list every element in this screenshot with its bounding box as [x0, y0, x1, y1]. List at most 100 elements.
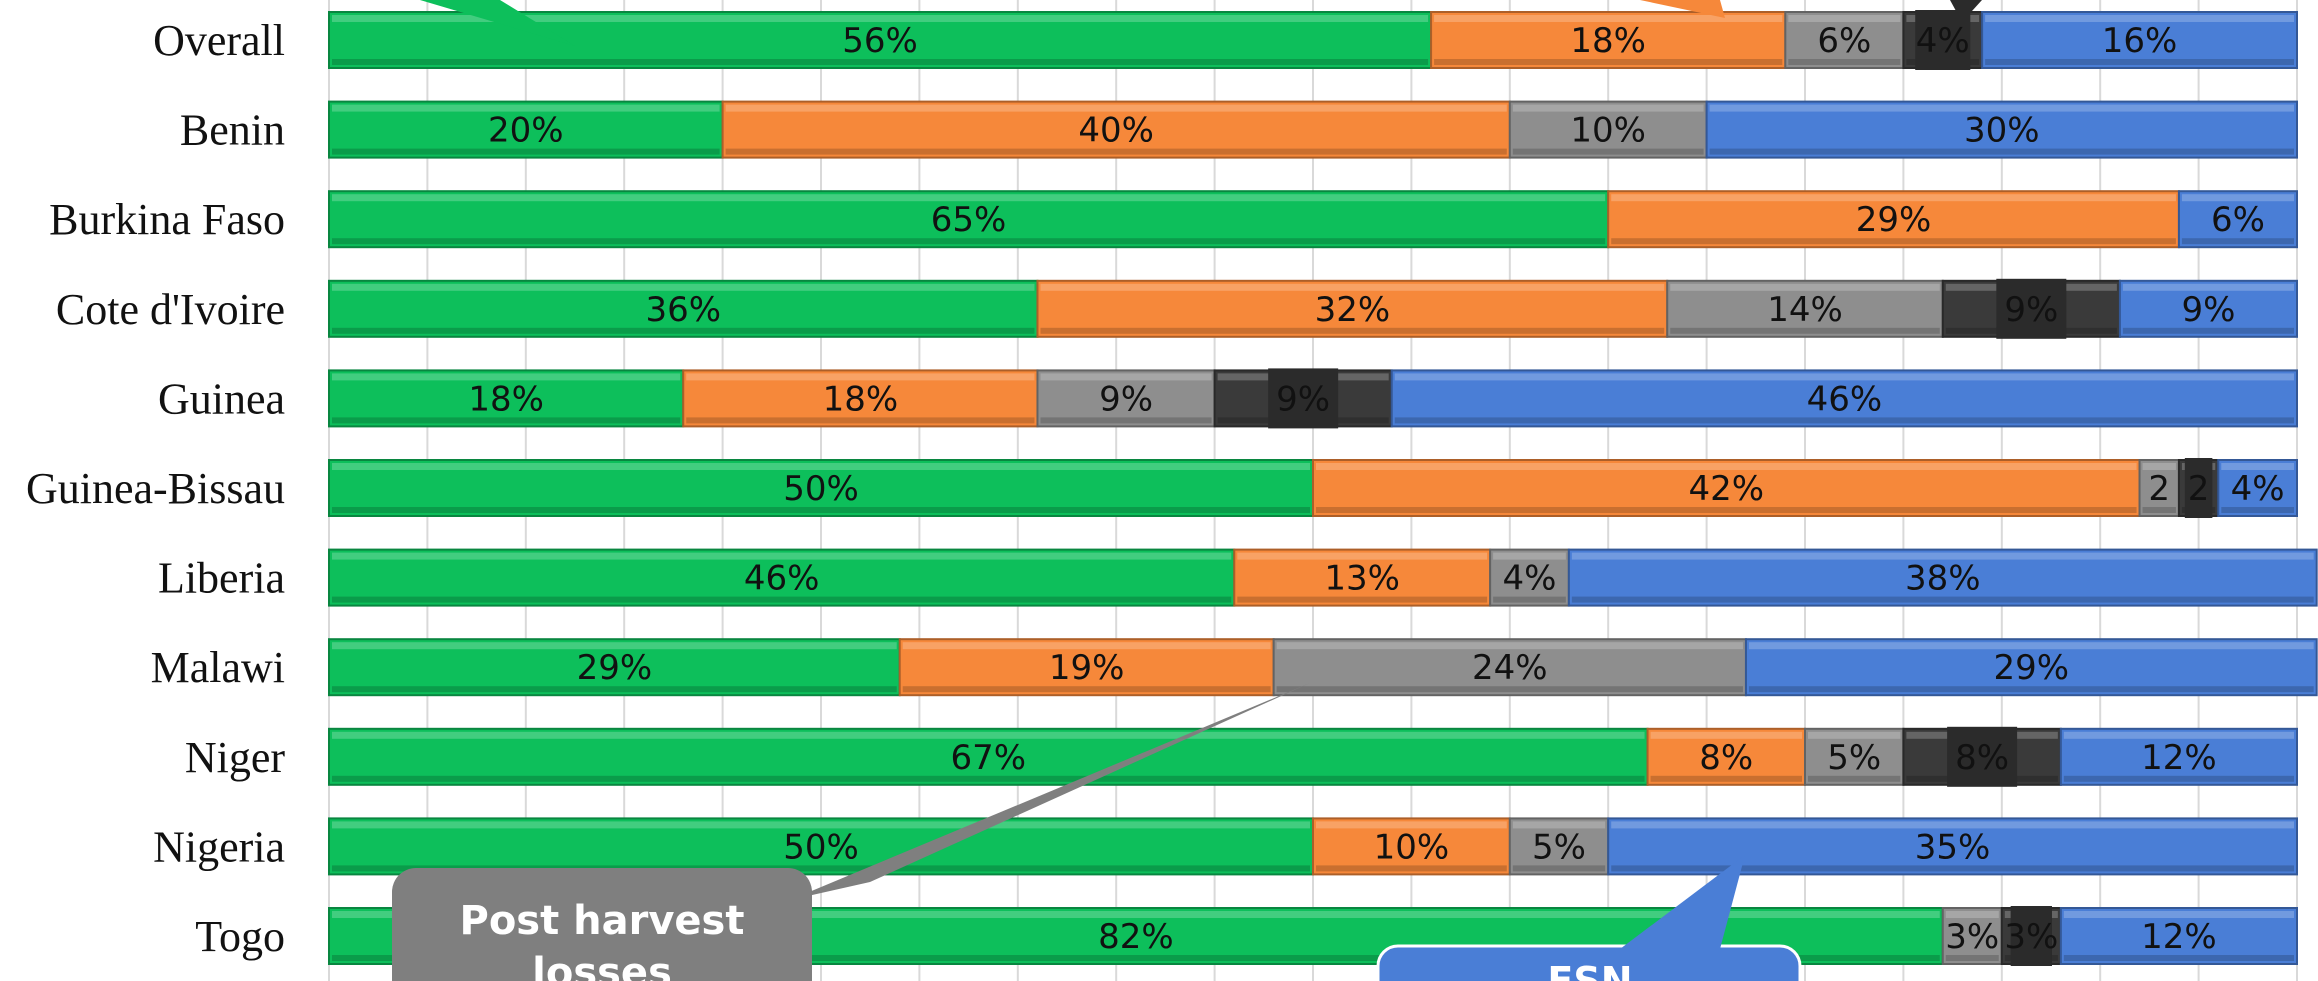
category-label: Guinea: [158, 374, 285, 423]
data-label: 12%: [2141, 917, 2217, 957]
bar-segment: 5%: [1508, 817, 1610, 876]
bar-segment: 42%: [1312, 459, 2141, 517]
bar-segment: 6%: [2177, 190, 2298, 249]
bar-segment-shadow: [2221, 507, 2294, 513]
bar-segment-shadow: [332, 59, 1429, 65]
category-label: Liberia: [158, 554, 285, 603]
data-label: 3%: [1945, 917, 1999, 957]
bar-segment-highlight: [2181, 194, 2294, 202]
bar-segment-highlight: [1276, 642, 1743, 650]
bar-segment-highlight: [1316, 821, 1507, 829]
bar-segment-shadow: [1670, 327, 1940, 334]
data-label: 9%: [1276, 379, 1330, 419]
bar-row: 67% 8% 5% 8% 12%: [328, 726, 2299, 787]
bar-segment-fill: [328, 459, 1314, 517]
bar-segment: 36%: [328, 279, 1039, 338]
bar-segment: 24%: [1272, 638, 1747, 697]
callouts: Post harvest losses FSN: [392, 0, 1982, 981]
bar-segment-highlight: [1316, 463, 2137, 470]
data-label: 3%: [2004, 917, 2058, 957]
callout-text: FSN: [1547, 959, 1632, 981]
bar-segment-highlight: [1788, 15, 1901, 22]
bar-segment: 20%: [328, 100, 724, 159]
bar-segment-highlight: [332, 463, 1310, 470]
bar-segment: 4%: [1902, 10, 1984, 70]
bar-segment-fill: [1981, 11, 2298, 69]
data-label: 13%: [1324, 559, 1400, 599]
bar-segment-highlight: [1670, 283, 1940, 291]
bar-segment-shadow: [2181, 238, 2294, 245]
bar-segment-shadow: [1512, 865, 1606, 872]
data-label: 16%: [2102, 21, 2178, 61]
bar-segment: 12%: [2059, 727, 2299, 786]
category-label: Guinea-Bissau: [26, 464, 285, 513]
bar-segment: 35%: [1607, 817, 2298, 876]
data-label: 4%: [1916, 21, 1970, 61]
bar-segment-highlight: [1709, 104, 2294, 112]
bar-segment: 32%: [1036, 279, 1669, 338]
data-label: 12%: [2141, 738, 2217, 778]
bar-segment: 65%: [328, 190, 1610, 249]
bar-segment-highlight: [1434, 15, 1783, 22]
bar-row: 18% 18% 9% 9% 46%: [328, 368, 2298, 429]
callout-pointer-green: [420, 0, 575, 46]
bar-segment-highlight: [2063, 731, 2294, 739]
bar-segment-shadow: [2063, 775, 2294, 782]
bar-segment-shadow: [1650, 775, 1802, 782]
data-label: 10%: [1570, 111, 1646, 151]
bar-segment-fill: [328, 279, 1039, 338]
bar-segment-highlight: [725, 104, 1507, 112]
data-label: 36%: [645, 290, 721, 330]
category-label: Niger: [185, 733, 286, 782]
bar-segment: 38%: [1567, 548, 2318, 607]
data-label: 29%: [577, 648, 653, 688]
data-label-box: [1268, 368, 1339, 429]
data-label: 67%: [950, 738, 1026, 778]
bar-segment-shadow: [2142, 507, 2176, 513]
bar-segment: 2: [2138, 459, 2180, 517]
bar-segment-fill: [1036, 369, 1216, 428]
data-label: 38%: [1905, 559, 1981, 599]
bar-segment: 6%: [1784, 11, 1905, 69]
bar-segment: 10%: [1508, 100, 1708, 159]
bar-segment-shadow: [1808, 775, 1901, 782]
bar-segment-highlight: [1394, 373, 2294, 381]
bar-segment: 46%: [1390, 369, 2298, 428]
bar-segment-fill: [2118, 279, 2298, 338]
bar-segment-highlight: [902, 642, 1271, 650]
data-label: 29%: [1856, 200, 1932, 240]
bar-segment-highlight: [332, 731, 1645, 739]
bar-segment-shadow: [2122, 327, 2294, 334]
bar-segment-fill: [2059, 907, 2299, 965]
callout-tail: [1620, 855, 1745, 949]
bar-segment-shadow: [332, 596, 1232, 603]
bar-segment-fill: [1607, 190, 2180, 249]
bar-segment-highlight: [1748, 642, 2314, 650]
bar-segment-shadow: [1571, 596, 2314, 603]
bar-segment-fill: [328, 548, 1236, 607]
data-label: 18%: [468, 379, 544, 419]
bar-segment: 9%: [1213, 368, 1393, 429]
data-label: 2: [2148, 469, 2170, 509]
bar-segment-highlight: [1512, 821, 1606, 829]
bar-segment-highlight: [332, 373, 681, 381]
bar-segment-highlight: [332, 642, 897, 650]
bar-segment-highlight: [332, 552, 1232, 560]
bar-segment: 9%: [1941, 278, 2121, 339]
bar-segment: 50%: [328, 459, 1314, 517]
callout-text: Post harvest: [460, 898, 745, 944]
bar-segment-fill: [1784, 11, 1905, 69]
bar-segment: 18%: [328, 369, 685, 428]
bar-segment-shadow: [1276, 686, 1743, 693]
bar-row: 50% 42% 2 2 4%: [328, 458, 2299, 518]
data-label: 46%: [1807, 379, 1883, 419]
bar-segment-fill: [1705, 100, 2298, 159]
bar-segment-shadow: [1237, 596, 1488, 603]
bar-segment-highlight: [2142, 463, 2176, 470]
bar-segment: 9%: [2118, 279, 2298, 338]
callout-pointer-orange: [1640, 0, 1725, 18]
bar-segment-fill: [328, 100, 724, 159]
category-label: Burkina Faso: [49, 195, 285, 244]
bar-segment-fill: [2217, 459, 2299, 517]
bar-segment-highlight: [1650, 731, 1802, 739]
